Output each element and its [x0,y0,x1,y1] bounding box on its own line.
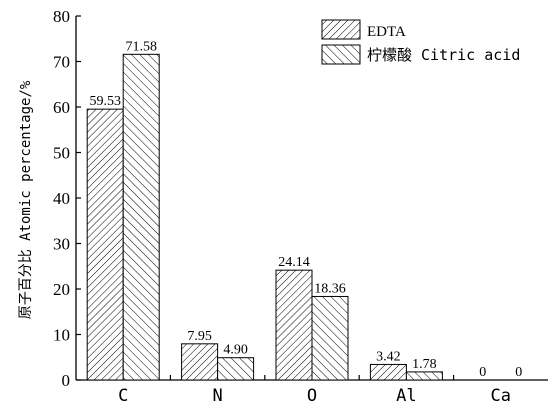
legend-swatch-edta [322,20,360,39]
bar-citric-acid-o [312,296,348,380]
bar-edta-c [87,109,123,380]
data-label-citric-acid-ca: 0 [515,365,522,380]
bar-edta-n [182,344,218,380]
y-tick-label: 40 [53,189,70,208]
y-tick-label: 0 [62,371,71,390]
legend-label-edta: EDTA [367,24,406,40]
y-tick-label: 70 [53,53,70,72]
y-tick-label: 10 [53,326,70,345]
data-label-edta-ca: 0 [479,365,486,380]
bar-citric-acid-n [218,358,254,380]
data-label-edta-al: 3.42 [376,349,401,364]
y-tick-label: 60 [53,98,70,117]
data-label-citric-acid-c: 71.58 [125,39,157,54]
data-label-edta-n: 7.95 [187,329,212,344]
x-category-label: C [118,386,128,406]
legend-swatch-citric-acid [322,45,360,64]
bar-edta-o [276,270,312,380]
data-label-citric-acid-o: 18.36 [314,281,346,296]
x-category-label: Al [396,386,416,406]
bar-citric-acid-c [123,54,159,380]
x-category-label: N [212,386,222,406]
bars [87,54,442,380]
data-label-citric-acid-al: 1.78 [412,357,437,372]
x-category-label: O [307,386,317,406]
y-tick-label: 50 [53,144,70,163]
bar-edta-al [370,364,406,380]
data-label-citric-acid-n: 4.90 [223,343,248,358]
bar-citric-acid-al [406,372,442,380]
y-tick-label: 80 [53,7,70,26]
data-label-edta-c: 59.53 [89,94,121,109]
y-tick-label: 30 [53,235,70,254]
x-category-label: Ca [491,386,511,406]
data-label-edta-o: 24.14 [278,255,310,270]
legend: EDTA 柠檬酸 Citric acid [322,20,520,64]
y-axis-label: 原子百分比 Atomic percentage/% [18,80,34,319]
category-labels: C N O Al Ca [118,386,511,406]
y-tick-label: 20 [53,280,70,299]
y-tick-labels: 0 10 20 30 40 50 60 70 80 [53,7,70,390]
legend-label-citric-acid: 柠檬酸 Citric acid [367,46,520,64]
